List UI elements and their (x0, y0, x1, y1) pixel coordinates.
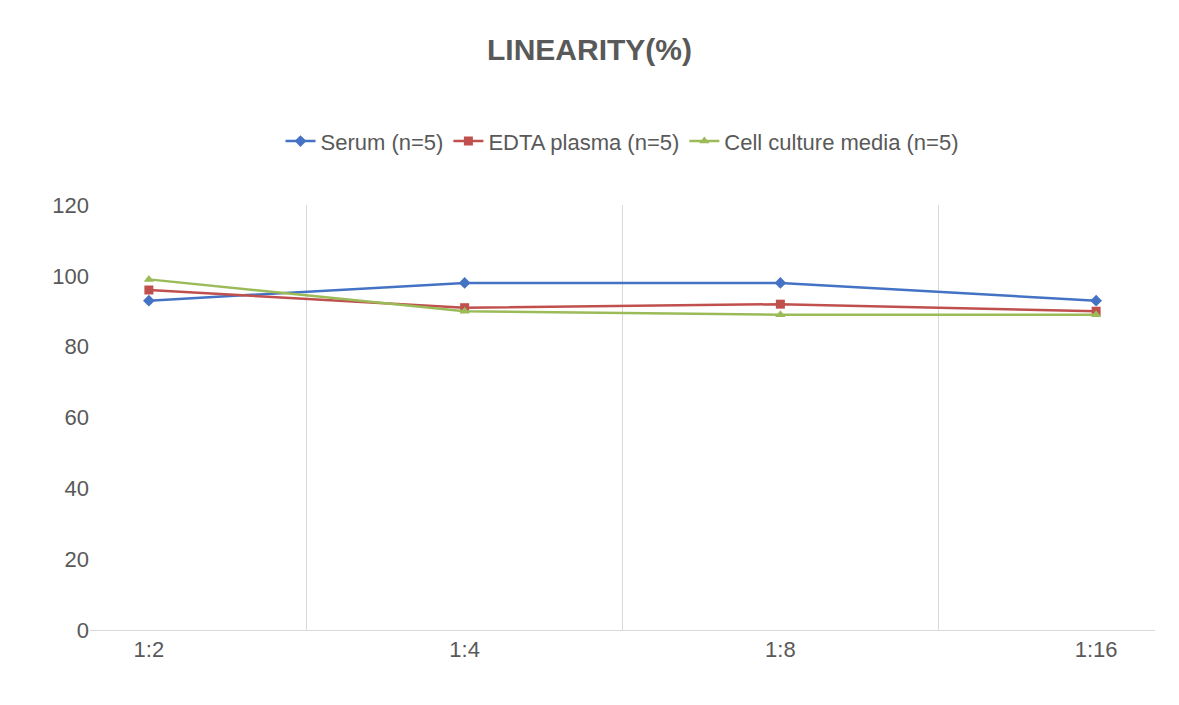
svg-text:40: 40 (65, 476, 89, 501)
svg-text:LINEARITY(%): LINEARITY(%) (487, 33, 692, 66)
svg-text:1:2: 1:2 (134, 637, 165, 662)
svg-text:1:16: 1:16 (1075, 637, 1118, 662)
svg-text:Cell culture media (n=5): Cell culture media (n=5) (724, 130, 958, 155)
svg-text:EDTA plasma (n=5): EDTA plasma (n=5) (488, 130, 679, 155)
svg-text:60: 60 (65, 405, 89, 430)
svg-text:Serum (n=5): Serum (n=5) (321, 130, 444, 155)
svg-text:1:8: 1:8 (765, 637, 796, 662)
svg-text:120: 120 (52, 193, 89, 218)
svg-text:20: 20 (65, 547, 89, 572)
svg-text:100: 100 (52, 264, 89, 289)
svg-text:80: 80 (65, 334, 89, 359)
svg-text:1:4: 1:4 (449, 637, 480, 662)
svg-text:0: 0 (77, 618, 89, 643)
